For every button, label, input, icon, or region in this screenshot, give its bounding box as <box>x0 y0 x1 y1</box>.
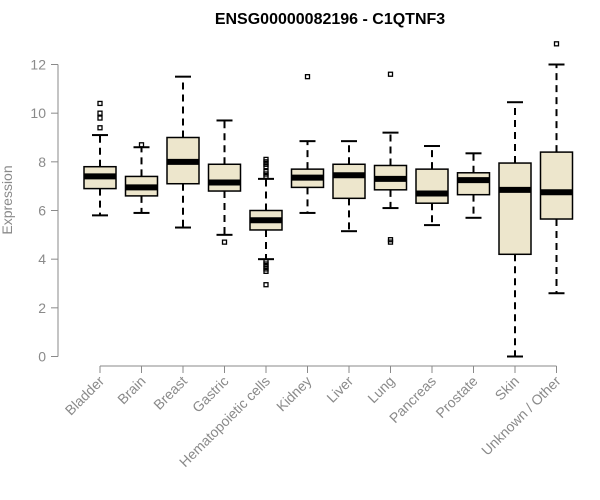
outlier-point <box>387 237 394 243</box>
x-tick-label: Bladder <box>62 373 108 419</box>
outlier-point <box>97 110 103 116</box>
box-prostate <box>456 152 491 219</box>
box-gastric <box>207 119 242 245</box>
outlier-point <box>97 125 103 131</box>
outlier-point <box>263 282 269 288</box>
outlier-point <box>387 71 394 77</box>
x-tick-label: Skin <box>492 373 523 404</box>
y-tick-label: 2 <box>38 300 46 316</box>
iqr-box <box>456 172 491 196</box>
outlier-point <box>221 239 228 245</box>
iqr-box <box>498 162 532 256</box>
iqr-box <box>332 163 366 200</box>
box-pancreas <box>415 145 449 227</box>
x-tick-label: Liver <box>323 373 356 406</box>
outlier-point <box>138 142 145 148</box>
y-tick-label: 6 <box>38 203 46 219</box>
outlier-point <box>263 156 269 163</box>
box-skin <box>498 101 532 358</box>
box-breast <box>166 75 200 229</box>
outlier-point <box>97 100 103 107</box>
iqr-box <box>539 151 574 220</box>
y-tick-label: 0 <box>38 349 46 365</box>
x-tick-label: Breast <box>150 373 190 413</box>
chart-title: ENSG00000082196 - C1QTNF3 <box>215 11 445 28</box>
box-liver <box>332 140 366 233</box>
outlier-point <box>263 268 269 274</box>
x-tick-label: Prostate <box>432 373 480 421</box>
outlier-point <box>553 41 560 47</box>
box-lung <box>373 71 408 245</box>
x-tick-label: Kidney <box>273 373 315 415</box>
iqr-box <box>207 163 242 192</box>
x-tick-label: Lung <box>364 373 397 406</box>
x-tick-label: Brain <box>114 373 148 407</box>
y-tick-label: 12 <box>30 57 46 73</box>
y-tick-label: 8 <box>38 154 46 170</box>
outlier-point <box>263 168 269 175</box>
outlier-point <box>97 115 103 121</box>
box-bladder <box>83 100 117 217</box>
outlier-point <box>304 74 311 80</box>
y-axis-label: Expression <box>0 165 15 234</box>
box-unknown-other <box>539 41 574 295</box>
y-tick-label: 10 <box>30 105 46 121</box>
x-tick-label: Unknown / Other <box>478 373 564 459</box>
iqr-box <box>415 168 449 204</box>
box-kidney <box>290 74 325 214</box>
y-tick-label: 4 <box>38 251 46 267</box>
boxes-group <box>83 41 574 358</box>
box-hematopoietic-cells <box>249 156 283 288</box>
y-axis: 0 2 4 6 8 10 12 <box>30 57 59 365</box>
box-brain <box>124 142 159 214</box>
